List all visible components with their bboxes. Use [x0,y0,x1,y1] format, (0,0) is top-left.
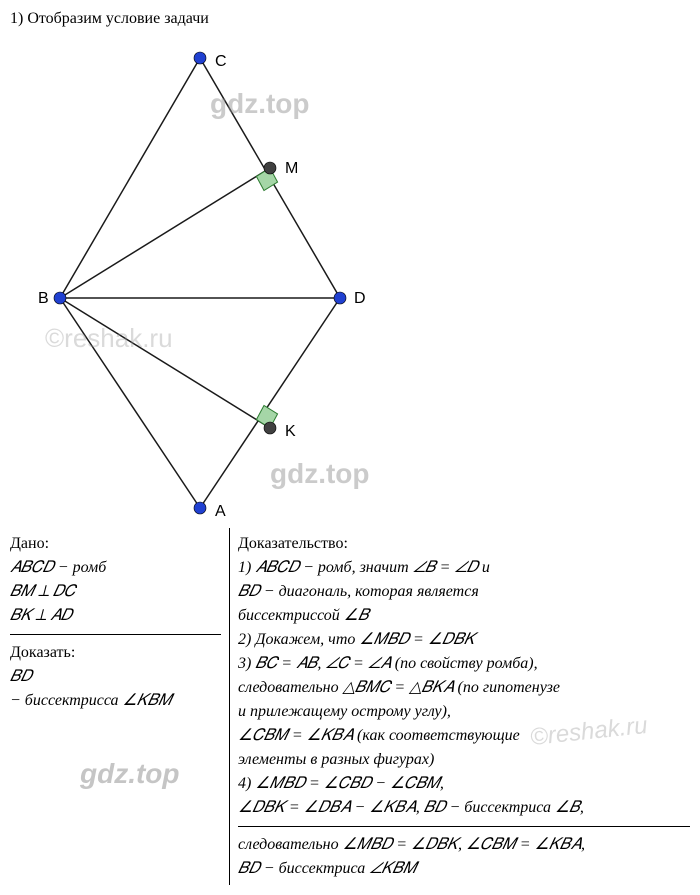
proof-line: 4) ∠𝑀𝐵𝐷 = ∠𝐶𝐵𝐷 − ∠𝐶𝐵𝑀, [238,772,690,796]
svg-text:D: D [354,290,366,307]
right-column: Доказательство: 1) 𝐴𝐵𝐶𝐷 − ромб, значит ∠… [230,528,690,885]
proof-line: 𝐵𝐷 − биссектриса ∠𝐾𝐵𝑀 [238,857,690,881]
given-title: Дано: [10,532,221,556]
proof-line: следовательно △𝐵𝑀𝐶 = △𝐵𝐾𝐴 (по гипотенузе [238,676,690,700]
svg-text:K: K [285,423,296,440]
prove-title: Доказать: [10,641,221,665]
given-line: 𝐵𝐾 ⊥ 𝐴𝐷 [10,604,221,628]
heading: 1) Отобразим условие задачи [10,10,690,28]
proof-line: элементы в разных фигурах) [238,748,690,772]
proof-line: и прилежащему острому углу), [238,700,690,724]
proof-line: биссектриссой ∠𝐵 [238,604,690,628]
proof-line: ∠𝐷𝐵𝐾 = ∠𝐷𝐵𝐴 − ∠𝐾𝐵𝐴, 𝐵𝐷 − биссектриса ∠𝐵, [238,796,690,820]
svg-text:C: C [215,53,227,70]
divider [238,826,690,827]
proof-table: Дано: 𝐴𝐵𝐶𝐷 − ромб 𝐵𝑀 ⊥ 𝐷𝐶 𝐵𝐾 ⊥ 𝐴𝐷 Доказа… [10,528,690,885]
proof-line: 3) 𝐵𝐶 = 𝐴𝐵, ∠𝐶 = ∠𝐴 (по свойству ромба), [238,652,690,676]
svg-text:M: M [285,160,298,177]
prove-line: − биссектрисса ∠𝐾𝐵𝑀 [10,689,221,713]
geometry-diagram: CMBDKA gdz.top gdz.top ©reshak.ru [30,38,390,518]
svg-text:A: A [215,503,226,518]
proof-line: 1) 𝐴𝐵𝐶𝐷 − ромб, значит ∠𝐵 = ∠𝐷 и [238,556,690,580]
divider [10,634,221,635]
given-line: 𝐵𝑀 ⊥ 𝐷𝐶 [10,580,221,604]
proof-line: 2) Докажем, что ∠𝑀𝐵𝐷 = ∠𝐷𝐵𝐾 [238,628,690,652]
given-line: 𝐴𝐵𝐶𝐷 − ромб [10,556,221,580]
left-column: Дано: 𝐴𝐵𝐶𝐷 − ромб 𝐵𝑀 ⊥ 𝐷𝐶 𝐵𝐾 ⊥ 𝐴𝐷 Доказа… [10,528,230,885]
proof-line: 𝐵𝐷 − диагональ, которая является [238,580,690,604]
diagram-svg: C M B D K A [30,38,390,518]
proof-title: Доказательство: [238,532,690,556]
svg-text:B: B [38,290,49,307]
prove-line: 𝐵𝐷 [10,665,221,689]
proof-line: следовательно ∠𝑀𝐵𝐷 = ∠𝐷𝐵𝐾, ∠𝐶𝐵𝑀 = ∠𝐾𝐵𝐴, [238,833,690,857]
proof-line: ∠𝐶𝐵𝑀 = ∠𝐾𝐵𝐴 (как соответствующие [238,724,690,748]
